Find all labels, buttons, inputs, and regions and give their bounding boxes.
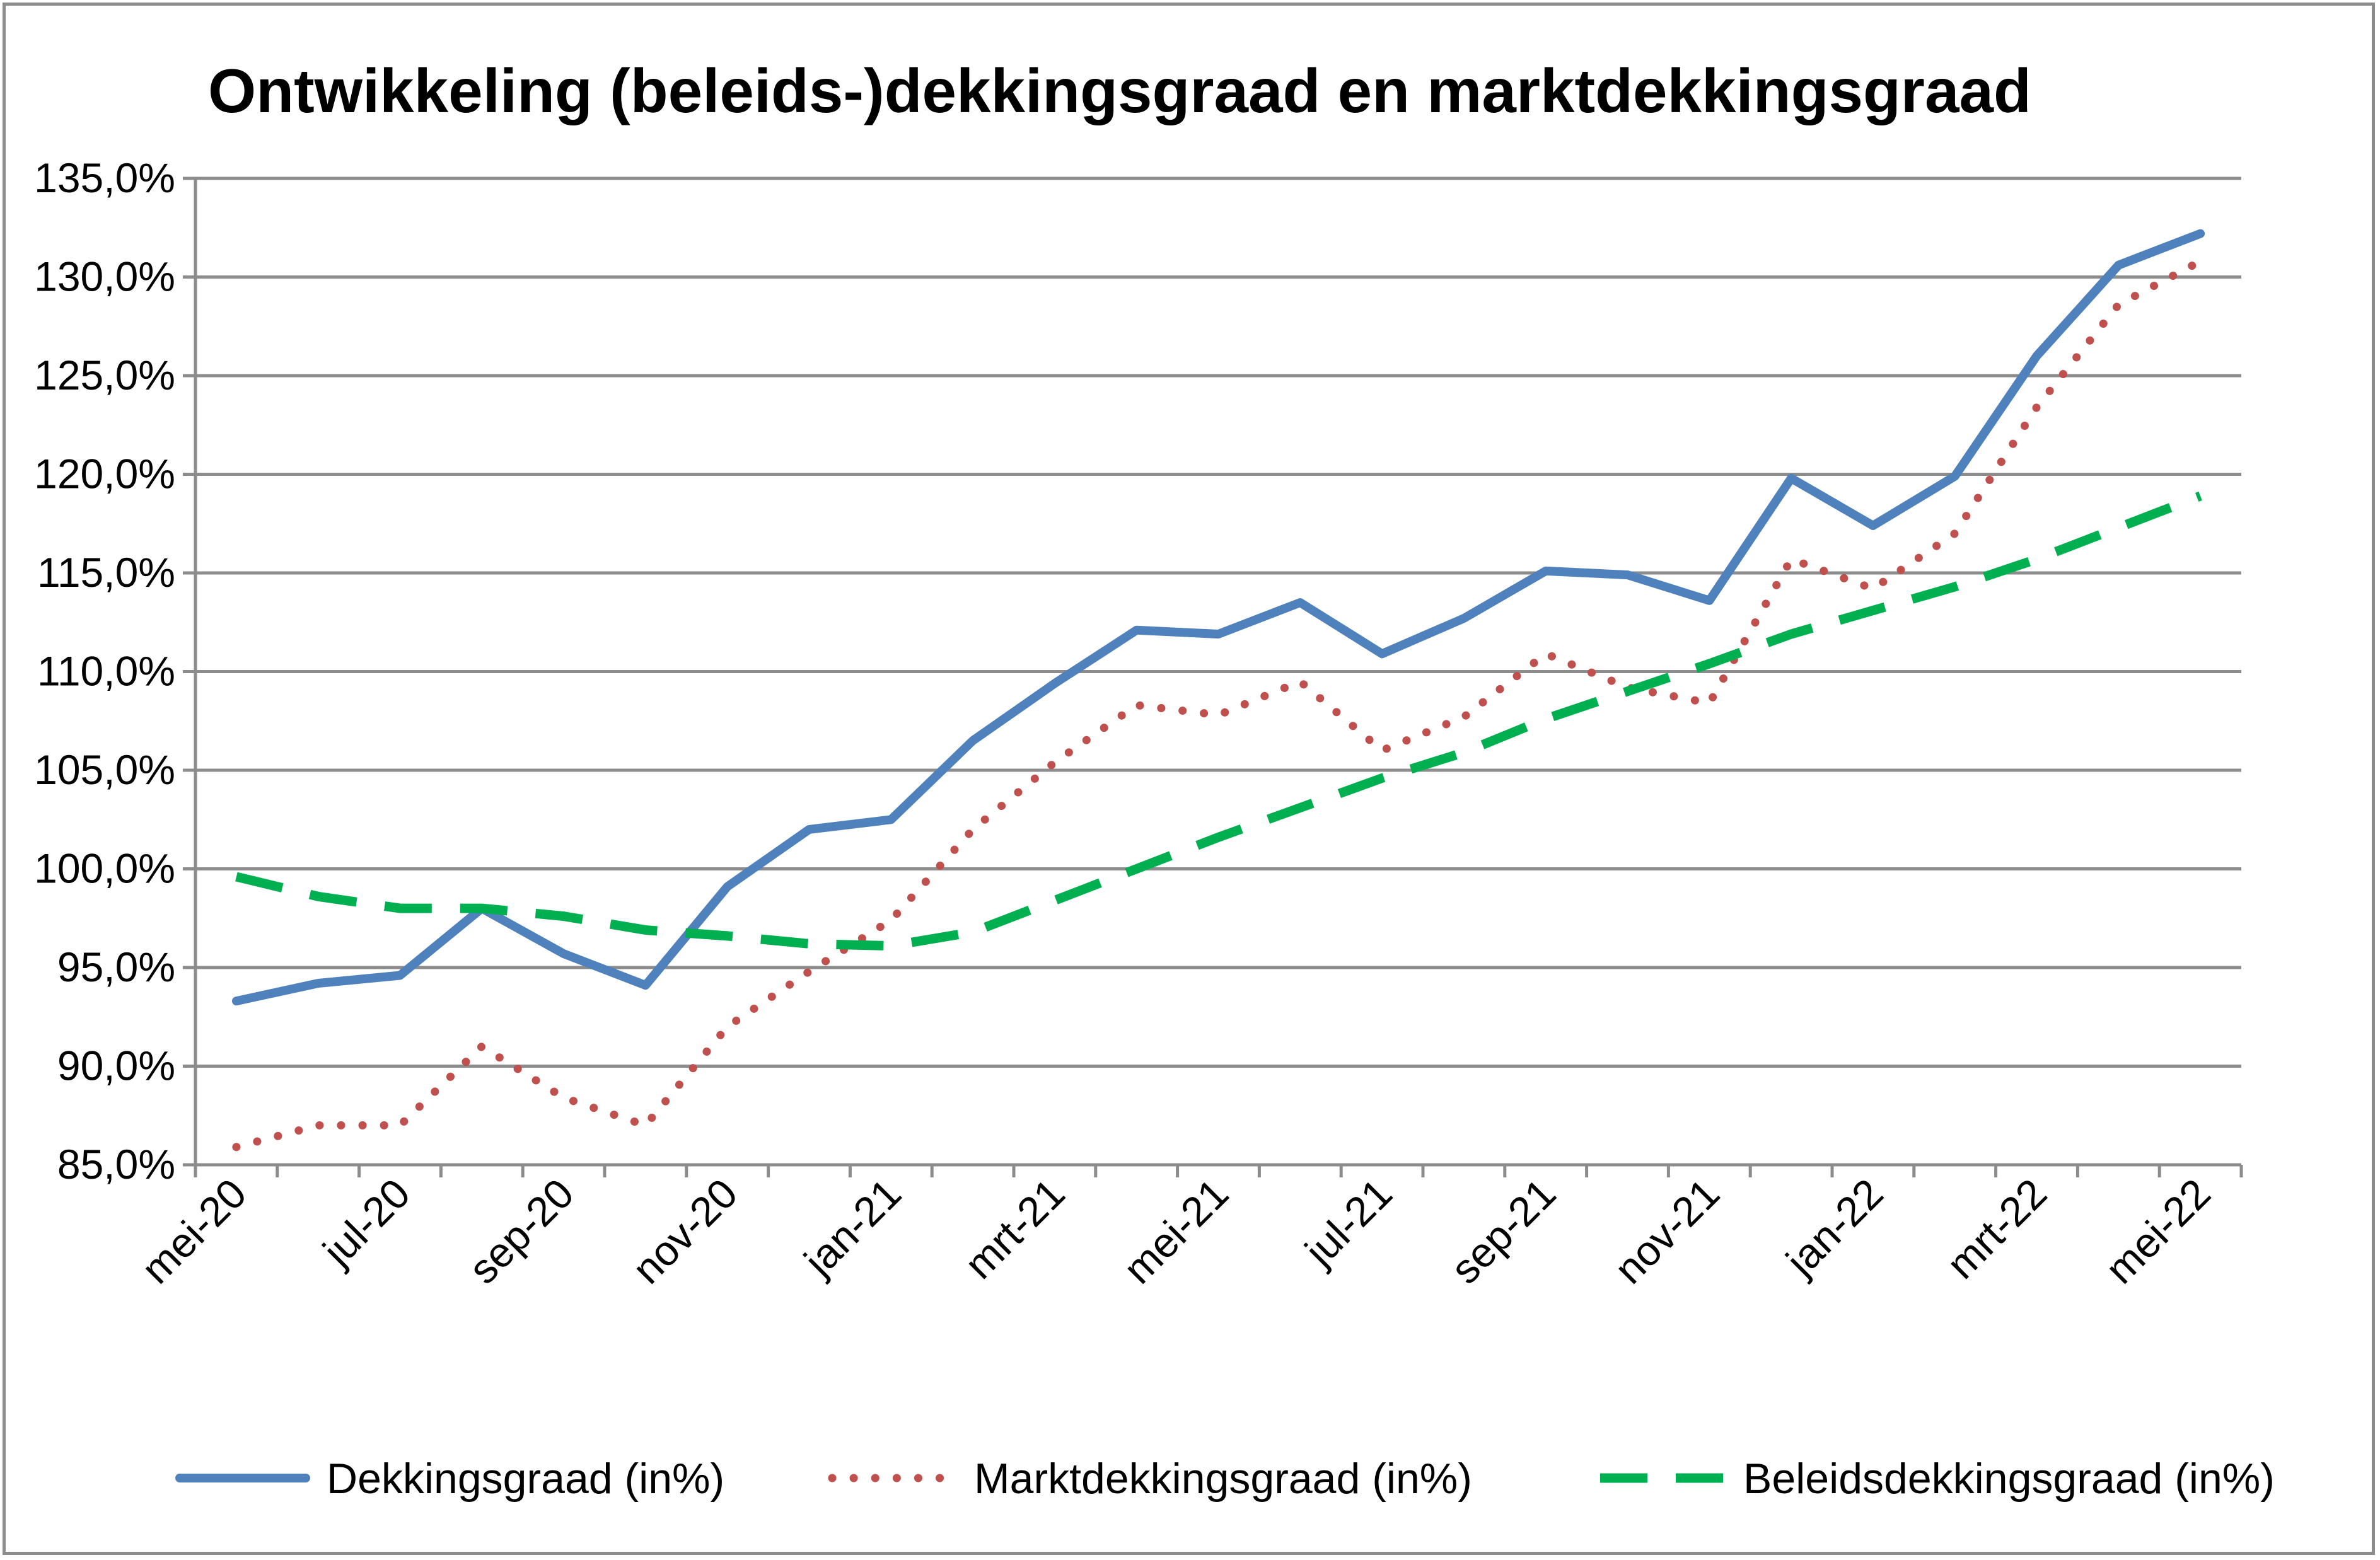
x-tick-label: mei-21 <box>1114 1170 1237 1293</box>
x-tick-label: jul-20 <box>313 1170 419 1276</box>
legend-label: Beleidsdekkingsgraad (in%) <box>1743 1455 2275 1503</box>
grid-lines <box>195 176 2241 1068</box>
series-line-dotted <box>232 257 2205 1152</box>
y-tick-label: 110,0% <box>37 648 175 695</box>
y-tick-label: 85,0% <box>57 1141 175 1187</box>
x-tick-label: sep-20 <box>460 1170 583 1293</box>
y-tick-label: 105,0% <box>34 746 175 793</box>
x-tick-label: jan-22 <box>1776 1170 1891 1285</box>
legend: Dekkingsgraad (in%) Marktdekkingsgraad (i… <box>175 1455 2275 1503</box>
y-tick-label: 100,0% <box>34 845 175 892</box>
x-tick-label: sep-21 <box>1442 1170 1565 1293</box>
y-axis-ticks: 85,0% 90,0% 95,0% 100,0% 105,0% 110,0% 115,0% 1… <box>34 154 175 1187</box>
x-tick-label: jul-21 <box>1295 1170 1401 1276</box>
chart-frame <box>3 3 2375 1555</box>
x-tick-label: jan-21 <box>794 1170 910 1285</box>
x-tick-label: mei-20 <box>132 1170 255 1293</box>
y-tick-label: 115,0% <box>37 549 175 596</box>
x-axis-ticks: mei-20 jul-20 sep-20 nov-20 jan-21 mrt-21 mei-… <box>132 1170 2219 1293</box>
x-tick-label: mrt-22 <box>1937 1170 2055 1288</box>
axes <box>183 176 2243 1177</box>
chart-title: Ontwikkeling (beleids-)dekkingsgraad en … <box>208 56 2031 125</box>
x-tick-label: mei-22 <box>2096 1170 2219 1293</box>
y-tick-label: 135,0% <box>34 154 175 201</box>
y-tick-label: 125,0% <box>34 352 175 398</box>
y-tick-label: 90,0% <box>57 1043 175 1089</box>
series-line-dashed <box>235 491 2202 951</box>
series-lines <box>231 229 2205 1152</box>
y-tick-label: 130,0% <box>34 253 175 300</box>
y-tick-label: 95,0% <box>57 944 175 990</box>
x-tick-label: nov-20 <box>624 1170 746 1293</box>
legend-label: Dekkingsgraad (in%) <box>327 1455 724 1503</box>
x-tick-label: mrt-21 <box>956 1170 1074 1288</box>
x-tick-label: nov-21 <box>1605 1170 1728 1293</box>
y-tick-label: 120,0% <box>34 451 175 497</box>
series-line-solid <box>231 229 2205 1006</box>
legend-label: Marktdekkingsgraad (in%) <box>974 1455 1472 1503</box>
